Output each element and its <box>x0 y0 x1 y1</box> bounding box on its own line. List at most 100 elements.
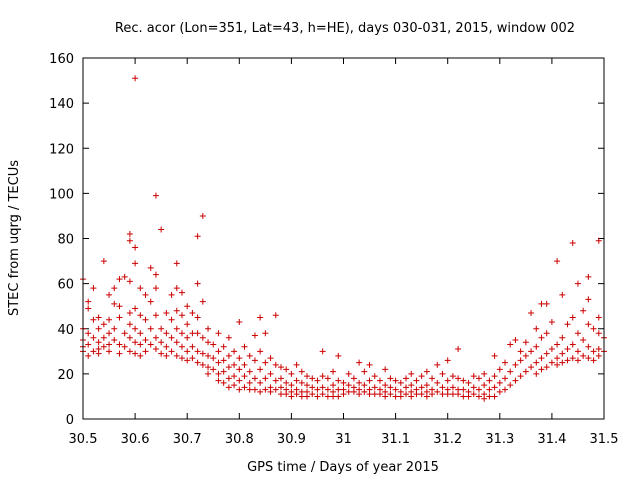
data-point <box>538 300 545 307</box>
data-point <box>574 348 581 355</box>
data-point <box>225 384 232 391</box>
x-tick-label: 31.2 <box>433 432 462 447</box>
data-point <box>361 388 368 395</box>
data-point <box>366 377 373 384</box>
y-tick-label: 80 <box>57 233 74 248</box>
data-point <box>340 391 347 398</box>
y-tick-label: 60 <box>57 278 74 293</box>
data-point <box>522 352 529 359</box>
data-point <box>564 357 571 364</box>
data-point <box>507 382 514 389</box>
data-point <box>152 192 159 199</box>
data-point <box>147 341 154 348</box>
data-point <box>496 366 503 373</box>
data-point <box>554 361 561 368</box>
data-point <box>449 384 456 391</box>
data-point <box>251 332 258 339</box>
data-point <box>194 280 201 287</box>
data-point <box>595 237 602 244</box>
data-point <box>184 348 191 355</box>
data-point <box>517 373 524 380</box>
data-point <box>126 230 133 237</box>
data-point <box>205 339 212 346</box>
data-point <box>376 391 383 398</box>
data-point <box>257 388 264 395</box>
data-point <box>496 388 503 395</box>
data-point <box>455 391 462 398</box>
data-point <box>564 321 571 328</box>
data-point <box>90 348 97 355</box>
data-point <box>210 366 217 373</box>
data-point <box>595 330 602 337</box>
data-point <box>194 330 201 337</box>
data-point <box>460 393 467 400</box>
data-point <box>455 346 462 353</box>
data-point <box>158 226 165 233</box>
data-point <box>95 325 102 332</box>
data-point <box>267 355 274 362</box>
data-point <box>262 386 269 393</box>
data-point <box>210 355 217 362</box>
data-point <box>257 379 264 386</box>
data-point <box>199 298 206 305</box>
data-point <box>246 352 253 359</box>
data-point <box>147 298 154 305</box>
data-point <box>132 339 139 346</box>
data-point <box>194 348 201 355</box>
data-point <box>262 330 269 337</box>
data-point <box>283 391 290 398</box>
data-point <box>251 357 258 364</box>
data-point <box>366 391 373 398</box>
data-point <box>194 314 201 321</box>
data-point <box>319 348 326 355</box>
data-point <box>460 377 467 384</box>
data-point <box>470 373 477 380</box>
data-point <box>481 395 488 402</box>
data-point <box>142 291 149 298</box>
data-point <box>408 370 415 377</box>
data-point <box>465 379 472 386</box>
data-point <box>423 393 430 400</box>
data-point <box>507 341 514 348</box>
data-point <box>533 343 540 350</box>
data-point <box>246 368 253 375</box>
data-point <box>304 393 311 400</box>
data-point <box>522 339 529 346</box>
data-point <box>486 377 493 384</box>
data-point <box>147 325 154 332</box>
data-point <box>199 350 206 357</box>
data-point <box>444 391 451 398</box>
data-point <box>538 355 545 362</box>
data-point <box>215 370 222 377</box>
data-point <box>225 364 232 371</box>
data-point <box>590 357 597 364</box>
data-point <box>314 377 321 384</box>
data-point <box>366 361 373 368</box>
data-point <box>178 343 185 350</box>
data-point <box>387 384 394 391</box>
data-point <box>345 370 352 377</box>
data-point <box>481 382 488 389</box>
data-point <box>408 393 415 400</box>
plot-frame <box>82 57 605 420</box>
data-point <box>205 352 212 359</box>
y-tick-label: 120 <box>49 142 74 157</box>
data-point <box>293 391 300 398</box>
data-point <box>559 334 566 341</box>
data-point <box>502 386 509 393</box>
data-point <box>231 382 238 389</box>
data-point <box>236 377 243 384</box>
data-point <box>580 307 587 314</box>
data-point <box>314 393 321 400</box>
y-tick-label: 160 <box>49 52 74 67</box>
data-point <box>90 316 97 323</box>
data-point <box>356 391 363 398</box>
data-point <box>319 384 326 391</box>
data-point <box>95 350 102 357</box>
data-point <box>205 370 212 377</box>
data-point <box>486 386 493 393</box>
data-point <box>283 379 290 386</box>
data-point <box>319 373 326 380</box>
data-point <box>272 386 279 393</box>
